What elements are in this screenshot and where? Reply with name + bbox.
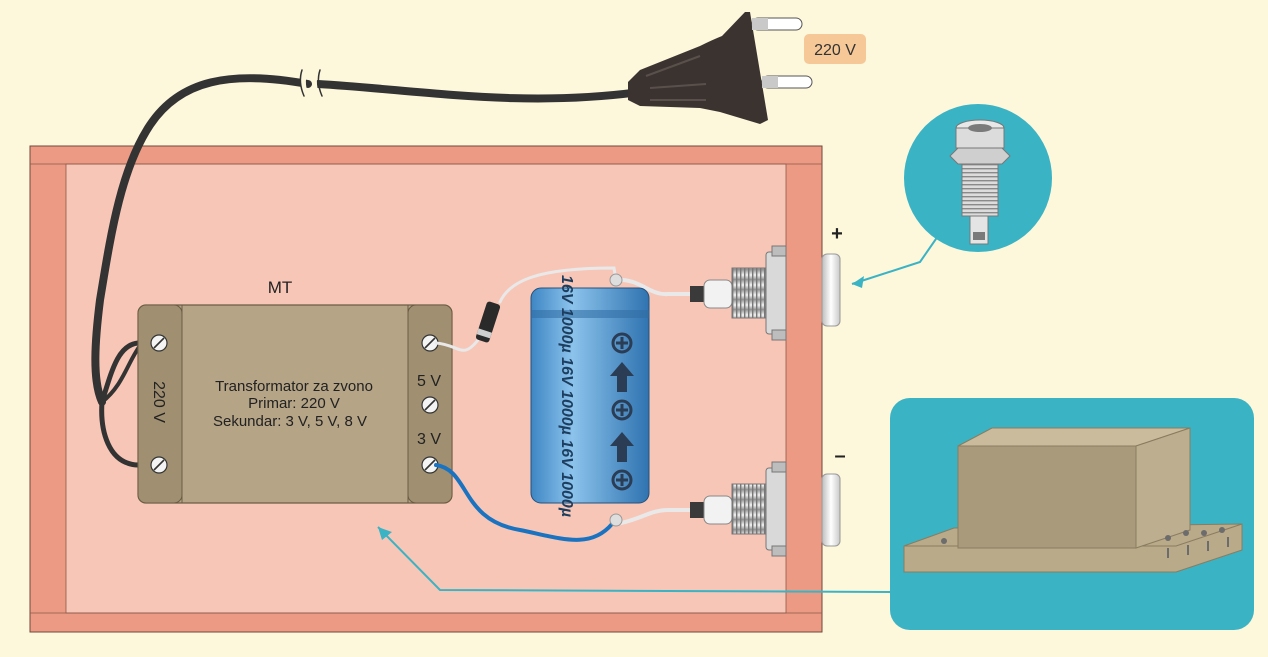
transformer: MT Transformator za zvono Primar: 220 V … bbox=[137, 278, 453, 504]
wiring bbox=[434, 266, 692, 542]
transformer-title: Transformator za zvono bbox=[215, 378, 373, 395]
arrow-up-icon bbox=[610, 432, 634, 462]
transformer-tag: MT bbox=[268, 278, 293, 297]
voltage-label: 220 V bbox=[804, 34, 866, 64]
transformer-callout bbox=[377, 398, 1254, 630]
arrow-up-icon bbox=[610, 362, 634, 392]
diode bbox=[475, 301, 501, 343]
transformer-input-label: 220 V bbox=[150, 381, 167, 423]
output-jack-minus bbox=[690, 461, 841, 557]
voltage-label-text: 220 V bbox=[814, 42, 856, 59]
jack-callout bbox=[851, 104, 1052, 288]
output-jack-plus bbox=[690, 245, 841, 341]
mains-plug bbox=[628, 12, 813, 124]
power-cable bbox=[91, 69, 644, 468]
transformer-secondary: Sekundar: 3 V, 5 V, 8 V bbox=[213, 413, 367, 430]
jack-photo bbox=[949, 119, 1011, 245]
plus-terminal-label: + bbox=[831, 223, 843, 245]
minus-terminal-label: – bbox=[834, 445, 845, 467]
electrolytic-capacitor: 16V 1000µ 16V 1000µ 16V 1000µ bbox=[530, 275, 650, 517]
transformer-primary: Primar: 220 V bbox=[248, 395, 340, 412]
transformer-photo bbox=[903, 427, 1243, 573]
enclosure-box bbox=[29, 145, 823, 633]
tap-3v-label: 3 V bbox=[417, 431, 441, 448]
tap-5v-label: 5 V bbox=[417, 373, 441, 390]
capacitor-marking: 16V 1000µ 16V 1000µ 16V 1000µ bbox=[558, 275, 575, 517]
